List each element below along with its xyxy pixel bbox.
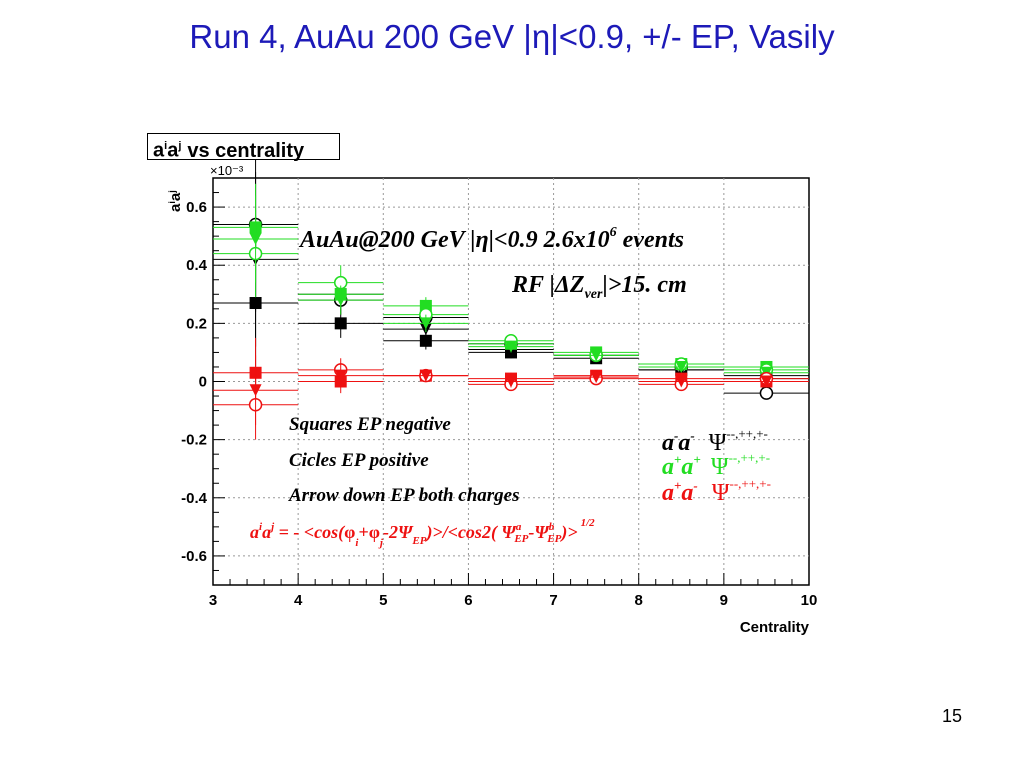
data-point-triangle (249, 384, 262, 397)
legend-line-squares: Squares EP negative (289, 414, 451, 435)
data-point-triangle (334, 369, 347, 382)
legend-line-arrows: Arrow down EP both charges (288, 485, 520, 506)
data-point-triangle (760, 375, 773, 388)
y-tick-label: 0.6 (186, 199, 207, 216)
data-point-triangle (334, 294, 347, 307)
data-point-triangle (505, 340, 517, 353)
x-tick-label: 9 (720, 592, 728, 609)
x-tick-label: 5 (379, 592, 387, 609)
series-same_pos-triangle (213, 195, 809, 379)
x-tick-label: 4 (294, 592, 303, 609)
charge-label-minus-minus: a-a- Ψ--,++,+- (662, 426, 768, 456)
y-axis-label: aiaj (167, 190, 184, 212)
data-point-triangle (675, 375, 688, 388)
y-exponent-label: ×10⁻³ (210, 163, 244, 178)
axes-layer: 3 4 5 6 7 8 9 10 -0.6 -0.4 -0.2 0 0.2 0.4 0.6 (181, 177, 818, 609)
y-tick-label: 0 (199, 374, 207, 391)
charge-label-plus-plus: a+a+ Ψ--,++,+- (662, 450, 770, 480)
data-point-square (419, 334, 432, 347)
slide-title: Run 4, AuAu 200 GeV |η|<0.9, +/- EP, Vas… (189, 18, 835, 55)
data-point-square (334, 317, 347, 330)
data-point-triangle (419, 369, 432, 382)
y-tick-label: 0.4 (186, 257, 208, 274)
histogram-title-box: aiaj vs centrality (147, 133, 340, 162)
x-tick-label: 10 (801, 592, 818, 609)
data-point-triangle (419, 317, 432, 330)
data-point-circle (759, 386, 774, 400)
y-tick-label: -0.4 (181, 490, 208, 507)
series-opposite-triangle (213, 355, 809, 426)
data-point-triangle (249, 233, 262, 246)
y-tick-label: -0.2 (181, 432, 207, 449)
correlator-formula: aiaj = - <cos(φi+φj-2ΨEP)>/<cos2( Ψa EP-Ψ… (250, 517, 595, 549)
header-annotation-line2: RF |ΔZver|>15. cm (511, 272, 687, 302)
x-tick-label: 3 (209, 592, 217, 609)
data-point-triangle (590, 349, 603, 362)
data-point-triangle (590, 371, 603, 384)
y-tick-label: 0.2 (186, 315, 207, 332)
header-annotation-line1: AuAu@200 GeV |η|<0.9 2.6x106 events (298, 225, 684, 253)
page-number: 15 (941, 706, 962, 726)
charge-label-plus-minus: a+a- Ψ--,++,+- (662, 476, 771, 506)
x-axis-label: Centrality (740, 619, 810, 636)
y-tick-label: -0.6 (181, 548, 207, 565)
legend-line-circles: Cicles EP positive (289, 450, 429, 471)
data-layer (213, 137, 809, 440)
x-tick-label: 8 (635, 592, 643, 609)
data-point-triangle (505, 375, 517, 388)
x-tick-label: 6 (464, 592, 472, 609)
x-tick-label: 7 (549, 592, 557, 609)
data-point-triangle (675, 360, 688, 373)
